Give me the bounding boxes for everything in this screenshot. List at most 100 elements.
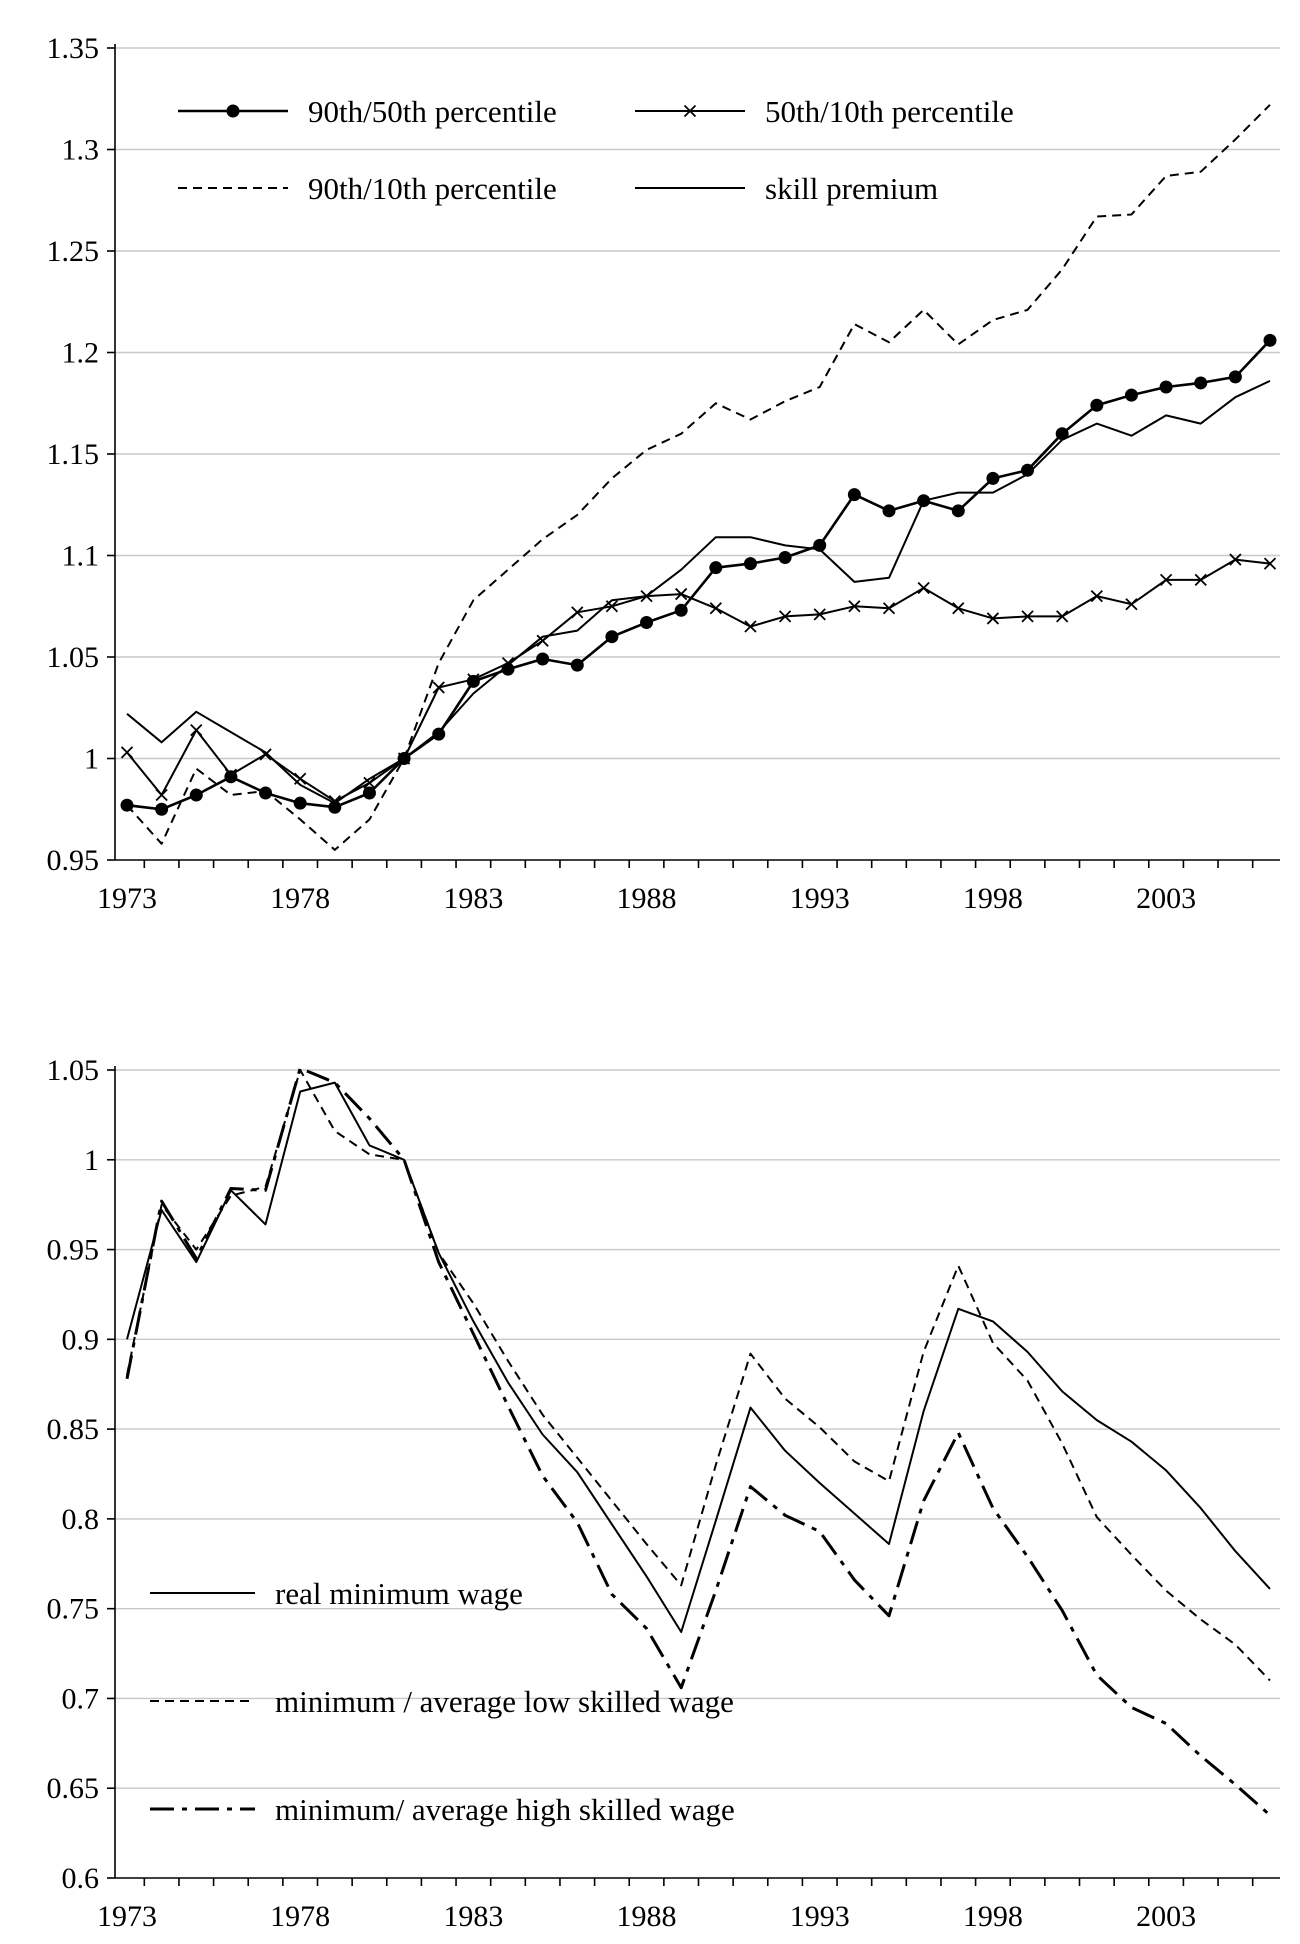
top-point-90th-50th-percentile — [1090, 398, 1104, 412]
top-legend-label: 90th/10th percentile — [308, 171, 557, 206]
bottom-y-tick-label: 0.8 — [62, 1503, 100, 1536]
bottom-y-tick-label: 1.05 — [47, 1054, 100, 1087]
top-chart-svg: 0.95 1 1.05 1.1 1.15 1.2 1.25 1.3 1.35 1973 1978 19… — [47, 32, 1280, 915]
bottom-y-tick-label: 1 — [84, 1144, 99, 1177]
top-y-tick-label: 1.2 — [62, 337, 100, 370]
bottom-x-tick-label: 1983 — [443, 1900, 503, 1933]
bottom-x-tick-label: 1993 — [790, 1900, 850, 1933]
top-point-90th-50th-percentile — [986, 471, 1000, 485]
top-point-50th-10th-percentile — [917, 581, 930, 595]
top-line-50th-10th-percentile — [126, 558, 1271, 803]
top-chart: 0.95 1 1.05 1.1 1.15 1.2 1.25 1.3 1.35 1973 1978 19… — [0, 0, 1300, 940]
top-point-50th-10th-percentile — [224, 768, 238, 781]
bottom-line-real-minimum-wage — [126, 1081, 1271, 1633]
top-y-tick-label: 1.25 — [47, 235, 100, 268]
top-x-tick-label: 1983 — [443, 882, 503, 915]
top-series-50th-10th-percentile — [120, 553, 1277, 808]
top-point-90th-50th-percentile — [1263, 333, 1277, 347]
bottom-y-tick-label: 0.75 — [47, 1593, 100, 1626]
top-line-90th-10th-percentile — [126, 104, 1271, 851]
top-x-tick-label: 1988 — [617, 882, 677, 915]
top-x-tick-label: 1993 — [790, 882, 850, 915]
bottom-y-tick-label: 0.6 — [62, 1862, 100, 1895]
top-point-90th-50th-percentile — [674, 603, 688, 617]
top-point-50th-10th-percentile — [1021, 610, 1034, 623]
top-point-50th-10th-percentile — [501, 656, 515, 670]
top-point-90th-50th-percentile — [1055, 427, 1069, 441]
top-point-90th-50th-percentile — [259, 786, 273, 800]
bottom-line-minimum-average-high-skilled-wage — [125, 1066, 1271, 1817]
top-series-skill-premium — [126, 379, 1271, 805]
top-point-50th-10th-percentile — [986, 612, 1000, 625]
bottom-legend-label: minimum / average low skilled wage — [275, 1684, 734, 1719]
top-point-50th-10th-percentile — [709, 602, 722, 615]
bottom-y-tick-label: 0.9 — [62, 1323, 100, 1356]
top-point-90th-50th-percentile — [1124, 388, 1138, 402]
bottom-line-minimum-average-low-skilled-wage — [126, 1069, 1271, 1682]
top-x-tick-label: 1978 — [270, 882, 330, 915]
bottom-series-minimum-average-low-skilled-wage — [126, 1069, 1271, 1682]
top-point-50th-10th-percentile — [778, 610, 792, 623]
top-y-tick-label: 1.35 — [47, 32, 100, 65]
top-point-90th-50th-percentile — [155, 802, 169, 816]
top-legend-item-90th-50th-percentile: 90th/50th percentile — [178, 94, 557, 129]
top-point-90th-50th-percentile — [293, 796, 307, 810]
top-point-90th-50th-percentile — [1228, 370, 1242, 384]
top-point-50th-10th-percentile — [1125, 598, 1138, 611]
bottom-legend-label: minimum/ average high skilled wage — [275, 1792, 735, 1827]
top-legend-item-50th-10th-percentile: 50th/10th percentile — [635, 94, 1014, 129]
top-point-50th-10th-percentile — [536, 634, 549, 647]
top-point-50th-10th-percentile — [363, 776, 376, 789]
top-legend-label: 50th/10th percentile — [765, 94, 1014, 129]
top-point-50th-10th-percentile — [1159, 573, 1173, 586]
top-legend-marker — [226, 104, 240, 118]
top-y-tick-label: 1.15 — [47, 438, 100, 471]
bottom-x-tick-label: 1978 — [270, 1900, 330, 1933]
top-point-50th-10th-percentile — [1263, 557, 1277, 570]
top-point-90th-50th-percentile — [605, 630, 619, 644]
top-point-90th-50th-percentile — [1021, 463, 1035, 477]
top-x-tick-label: 1973 — [97, 882, 157, 915]
top-series-90th-10th-percentile — [126, 104, 1271, 851]
top-point-90th-50th-percentile — [640, 615, 654, 629]
bottom-chart: 0.6 0.65 0.7 0.75 0.8 0.85 0.9 0.95 1 1.05 1973 197… — [0, 1010, 1300, 1939]
bottom-x-tick-label: 2003 — [1136, 1900, 1196, 1933]
bottom-chart-svg: 0.6 0.65 0.7 0.75 0.8 0.85 0.9 0.95 1 1.05 1973 197… — [47, 1054, 1280, 1933]
top-legend-marker — [683, 104, 697, 118]
top-point-50th-10th-percentile — [432, 681, 445, 694]
top-point-90th-50th-percentile — [709, 561, 723, 575]
top-point-50th-10th-percentile — [813, 608, 826, 621]
bottom-legend-item-minimum-average-low-skilled-wage: minimum / average low skilled wage — [150, 1684, 734, 1719]
top-series-90th-50th-percentile — [120, 333, 1277, 816]
top-point-50th-10th-percentile — [675, 587, 688, 601]
top-point-90th-50th-percentile — [743, 557, 757, 571]
top-point-50th-10th-percentile — [882, 602, 896, 615]
bottom-series-minimum-average-high-skilled-wage — [125, 1066, 1271, 1817]
top-point-50th-10th-percentile — [120, 746, 134, 759]
top-point-50th-10th-percentile — [848, 600, 861, 613]
top-point-90th-50th-percentile — [778, 551, 792, 565]
top-legend-item-90th-10th-percentile: 90th/10th percentile — [178, 171, 557, 206]
top-point-90th-50th-percentile — [189, 788, 203, 802]
top-point-50th-10th-percentile — [571, 606, 584, 619]
top-point-50th-10th-percentile — [1194, 573, 1207, 586]
top-point-50th-10th-percentile — [467, 673, 480, 686]
top-legend-label: skill premium — [765, 171, 938, 206]
top-x-tick-label: 1998 — [963, 882, 1023, 915]
top-point-90th-50th-percentile — [1194, 376, 1208, 390]
top-legend-label: 90th/50th percentile — [308, 94, 557, 129]
top-point-90th-50th-percentile — [570, 658, 584, 672]
bottom-y-tick-label: 0.85 — [47, 1413, 100, 1446]
top-y-tick-label: 1.1 — [62, 540, 100, 573]
top-point-90th-50th-percentile — [1159, 380, 1173, 394]
top-point-90th-50th-percentile — [432, 727, 446, 741]
bottom-series-real-minimum-wage — [126, 1081, 1271, 1633]
bottom-legend-label: real minimum wage — [275, 1576, 523, 1611]
top-x-tick-label: 2003 — [1136, 882, 1196, 915]
top-y-tick-label: 1 — [84, 743, 99, 776]
top-point-50th-10th-percentile — [190, 723, 203, 737]
top-point-90th-50th-percentile — [362, 786, 376, 800]
top-y-tick-label: 1.3 — [62, 134, 100, 167]
top-y-tick-label: 0.95 — [47, 844, 100, 877]
top-point-90th-50th-percentile — [847, 488, 861, 502]
